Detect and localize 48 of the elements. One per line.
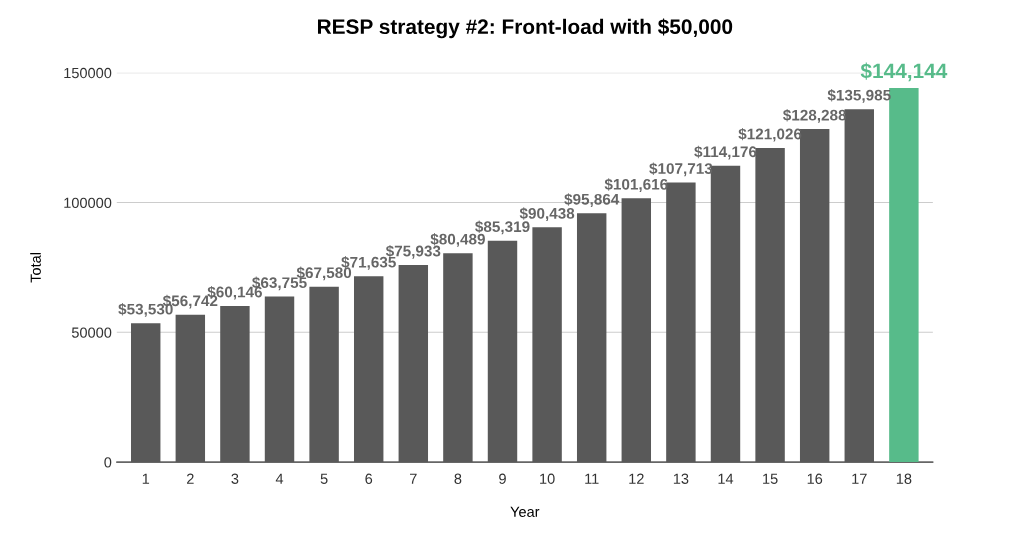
x-tick-label: 16 xyxy=(807,473,823,484)
x-tick-label: 6 xyxy=(365,473,373,484)
y-axis-title: Total xyxy=(30,253,41,283)
x-tick-label: 10 xyxy=(540,473,555,484)
y-tick-label: 50000 xyxy=(71,327,112,338)
bar xyxy=(353,276,384,463)
x-tick-label: 17 xyxy=(852,473,867,484)
bar xyxy=(398,265,429,463)
x-tick-label: 4 xyxy=(275,473,284,484)
y-tick-label: 0 xyxy=(104,457,112,468)
bar xyxy=(264,296,295,463)
y-tick-label: 150000 xyxy=(64,67,112,79)
bar xyxy=(844,109,874,463)
bar xyxy=(175,314,206,463)
x-tick-label: 11 xyxy=(585,473,599,484)
data-label: $101,616 xyxy=(604,178,668,192)
bar xyxy=(532,227,562,463)
bar xyxy=(220,305,250,463)
data-label: $144,144 xyxy=(860,62,948,82)
bar xyxy=(443,253,473,463)
chart-title: RESP strategy #2: Front-load with $50,000 xyxy=(317,18,733,39)
x-tick-label: 14 xyxy=(718,473,734,484)
bar xyxy=(621,198,652,463)
x-tick-label: 18 xyxy=(896,473,912,484)
bar xyxy=(576,213,607,463)
x-axis-title: Year xyxy=(510,506,540,517)
x-tick-label: 9 xyxy=(499,473,506,484)
x-tick-label: 12 xyxy=(629,473,644,484)
bar xyxy=(131,323,161,463)
bar xyxy=(710,165,741,463)
bar xyxy=(309,286,339,463)
bar xyxy=(889,87,919,463)
data-label: $90,438 xyxy=(519,207,575,221)
x-tick-label: 3 xyxy=(231,473,239,484)
data-label: $85,319 xyxy=(475,220,530,235)
x-tick-label: 2 xyxy=(187,473,194,484)
x-tick-label: 13 xyxy=(673,473,689,484)
x-tick-label: 8 xyxy=(454,473,462,484)
x-tick-label: 15 xyxy=(763,473,778,484)
x-tick-label: 5 xyxy=(320,473,328,484)
y-tick-label: 100000 xyxy=(64,197,112,208)
bar xyxy=(666,182,696,463)
data-label: $95,864 xyxy=(564,193,620,207)
x-tick-label: 7 xyxy=(410,473,417,484)
bar xyxy=(755,147,785,463)
data-label: $80,489 xyxy=(430,233,485,247)
bar xyxy=(487,240,518,463)
x-tick-label: 1 xyxy=(142,473,150,484)
